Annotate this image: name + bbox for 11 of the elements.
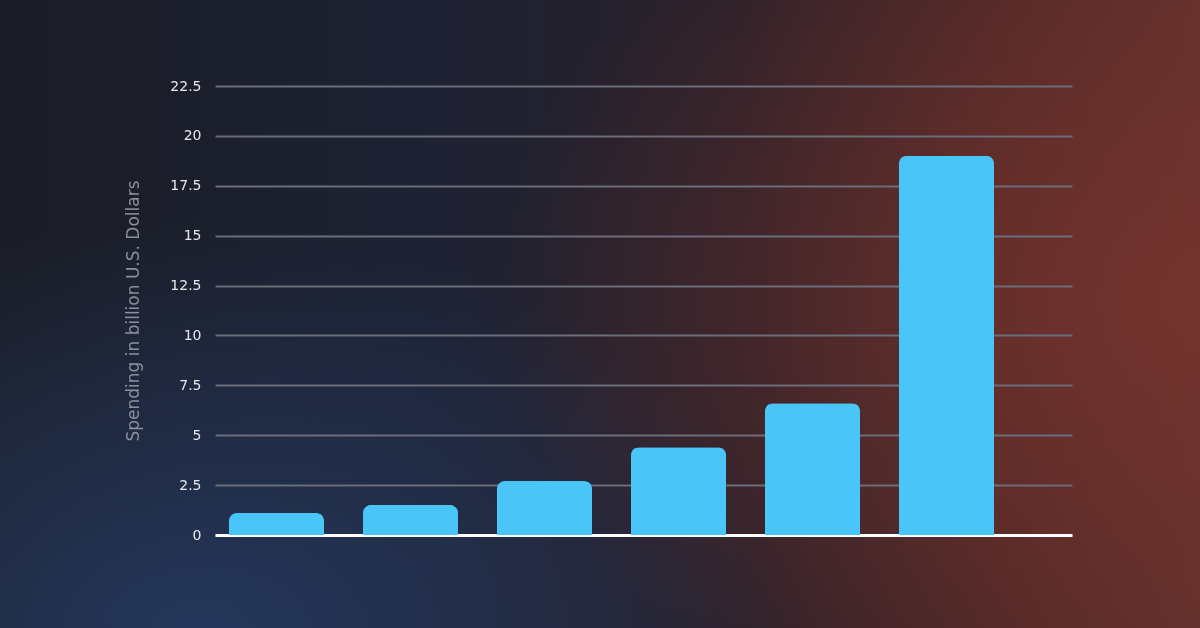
y-tick-label: 0	[192, 526, 202, 543]
y-tick-label: 5	[192, 426, 202, 443]
y-tick-label: 20	[183, 127, 202, 144]
y-tick-label: 17.5	[170, 177, 202, 194]
y-tick-label: 12.5	[170, 277, 202, 294]
y-tick-label: 22.5	[170, 77, 202, 94]
y-tick-label: 10	[183, 326, 202, 343]
y-tick-label: 7.5	[179, 376, 202, 393]
y-tick-label: 2.5	[179, 476, 202, 493]
y-axis-title: Spending in billion U.S. Dollars	[123, 180, 144, 442]
y-tick-label: 15	[183, 227, 202, 244]
